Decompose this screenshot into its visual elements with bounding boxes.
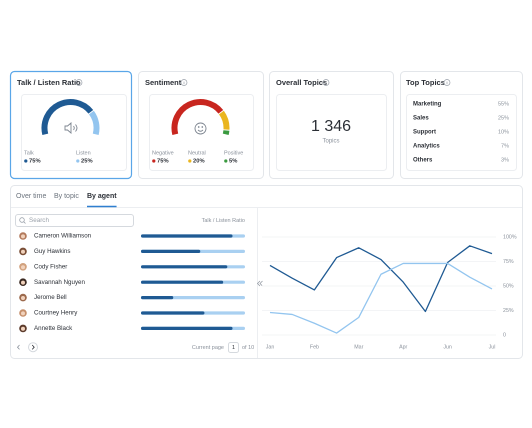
- agent-name: Courtney Henry: [34, 310, 78, 317]
- legend-value: 75%: [29, 159, 41, 165]
- inner-box: [276, 94, 387, 171]
- avatar-face: [21, 265, 25, 270]
- page-number: 1: [232, 345, 235, 351]
- topics-count: 1 346: [311, 118, 351, 135]
- speaker-icon: [64, 122, 78, 134]
- legend-label: Talk: [24, 150, 34, 156]
- smiley-icon: [194, 122, 207, 135]
- tab[interactable]: By topic: [54, 193, 79, 200]
- search-icon: [19, 217, 26, 224]
- topic-share: 3%: [501, 157, 509, 163]
- x-tick-label: Feb: [310, 344, 319, 350]
- next-page-icon: [31, 344, 35, 350]
- legend-dot: [76, 159, 80, 163]
- agent-name: Guy Hawkins: [34, 248, 70, 255]
- legend-dot: [24, 159, 28, 163]
- legend-value: 20%: [193, 159, 205, 165]
- y-tick-label: 50%: [503, 283, 514, 289]
- tab[interactable]: Over time: [16, 193, 46, 200]
- topic-name: Sales: [413, 116, 429, 122]
- y-tick-label: 75%: [503, 259, 514, 265]
- avatar-face: [21, 249, 25, 254]
- y-tick-label: 0: [503, 332, 506, 338]
- topic-share: 7%: [501, 143, 509, 149]
- column-header: Talk / Listen Ratio: [202, 218, 245, 224]
- gauge-segment: [222, 130, 230, 136]
- ratio-bar: [141, 280, 224, 284]
- ratio-bar: [141, 234, 233, 238]
- avatar-face: [21, 280, 25, 285]
- x-tick-label: Apr: [399, 344, 407, 350]
- topic-name: Analytics: [413, 144, 440, 150]
- legend-dot: [224, 159, 228, 163]
- legend-label: Neutral: [188, 150, 206, 156]
- topic-share: 55%: [498, 101, 509, 107]
- legend-value: 25%: [81, 159, 93, 165]
- legend-label: Negative: [152, 150, 174, 156]
- legend-label: Positive: [224, 150, 243, 156]
- gauge-segment: [88, 110, 100, 136]
- gauge-segment: [41, 99, 94, 136]
- ratio-bar: [141, 326, 233, 330]
- info-icons: [75, 79, 451, 86]
- inner-box: [21, 94, 127, 171]
- gauge-segment: [218, 110, 230, 130]
- inner-box: [406, 94, 517, 171]
- inner-box: [149, 94, 254, 171]
- search-box[interactable]: [15, 214, 134, 227]
- x-tick-label: Jun: [443, 344, 452, 350]
- card-title: Overall Topics: [276, 78, 327, 87]
- card-overall-topics[interactable]: [269, 71, 394, 179]
- topic-name: Support: [413, 130, 436, 136]
- panel: [10, 185, 523, 359]
- avatar-face: [21, 234, 25, 239]
- avatar-face: [21, 326, 25, 331]
- legend-dot: [152, 159, 156, 163]
- page-total: of 10: [242, 345, 254, 351]
- pagination-label: Current page: [192, 345, 224, 351]
- page-input[interactable]: [228, 342, 239, 353]
- legend-label: Listen: [76, 150, 91, 156]
- topic-share: 10%: [498, 129, 509, 135]
- ratio-bar: [141, 249, 201, 253]
- tab[interactable]: By agent: [87, 193, 117, 200]
- x-tick-label: Mar: [354, 344, 363, 350]
- ratio-bar: [141, 311, 205, 315]
- card-sentiment[interactable]: [138, 71, 264, 179]
- topic-name: Others: [413, 158, 433, 164]
- agent-name: Cody Fisher: [34, 263, 67, 270]
- collapse-icon[interactable]: [257, 280, 263, 287]
- search-placeholder: Search: [29, 217, 49, 224]
- legend-value: 5%: [229, 159, 237, 165]
- y-tick-label: 25%: [503, 308, 514, 314]
- avatar-face: [21, 311, 25, 316]
- prev-page[interactable]: [16, 344, 20, 350]
- x-tick-label: Jul: [489, 344, 496, 350]
- topics-count-label: Topics: [322, 139, 339, 145]
- legend-value: 75%: [157, 159, 169, 165]
- card-title: Sentiment: [145, 78, 182, 87]
- avatar-face: [21, 296, 25, 300]
- agent-name: Savannah Nguyen: [34, 279, 85, 286]
- ratio-bar: [141, 265, 228, 269]
- ratio-bar: [141, 296, 174, 300]
- topic-name: Marketing: [413, 102, 442, 108]
- agent-name: Cameron Williamson: [34, 233, 92, 240]
- x-tick-label: Jan: [266, 344, 275, 350]
- agent-name: Jerome Bell: [34, 294, 67, 301]
- next-page[interactable]: [28, 342, 38, 353]
- card-title: Talk / Listen Ratio: [17, 78, 81, 87]
- trend-line: [269, 262, 493, 334]
- y-tick-label: 100%: [503, 234, 517, 240]
- topic-share: 25%: [498, 115, 509, 121]
- agent-name: Annette Black: [34, 325, 73, 332]
- legend-dot: [188, 159, 192, 163]
- card-title: Top Topics: [406, 78, 445, 87]
- card-top-topics[interactable]: [400, 71, 523, 179]
- trend-line: [269, 245, 493, 313]
- gauge-segment: [171, 99, 224, 136]
